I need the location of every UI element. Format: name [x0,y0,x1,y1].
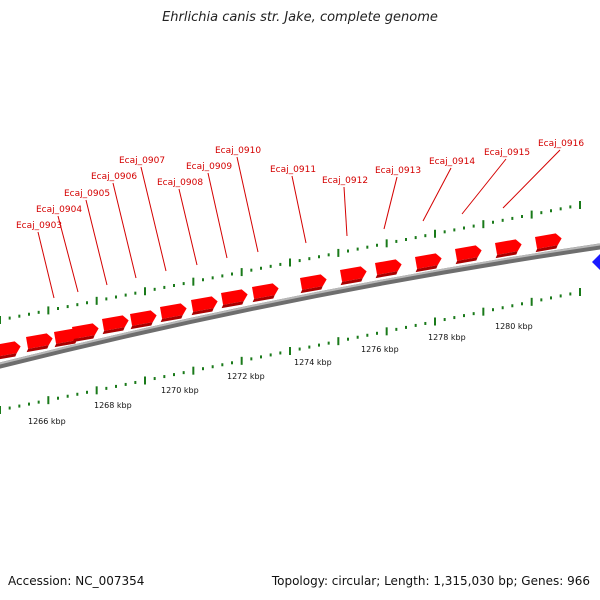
kbp-tick-label: 1278 kbp [428,333,466,342]
gene-label: Ecaj_0915 [484,148,530,158]
gene-label: Ecaj_0904 [36,205,82,215]
kbp-tick-label: 1270 kbp [161,386,199,395]
genome-backbone-highlight [0,243,600,365]
gene-leader-line [291,175,307,244]
gene-label: Ecaj_0906 [91,172,137,182]
map-title: Ehrlichia canis str. Jake, complete geno… [162,10,438,25]
genome-summary: Topology: circular; Length: 1,315,030 bp… [271,574,590,588]
gene-block [26,333,53,353]
gene-leader-line [57,215,79,293]
gene-leader-line [178,188,198,266]
strand-marker [592,254,600,270]
gene-block [340,266,367,286]
gene-label: Ecaj_0916 [538,139,584,149]
gene-block [535,233,562,253]
gene-leader-line [236,156,259,253]
gene-leader-line [85,199,108,286]
gene-block [160,303,187,323]
gene-label: Ecaj_0910 [215,146,261,156]
gene-block [0,341,21,361]
kbp-tick-label: 1272 kbp [227,372,265,381]
kbp-tick-label: 1280 kbp [495,322,533,331]
gene-leader-line [112,182,137,279]
gene-block [495,239,522,259]
gene-block [72,323,99,343]
gene-label: Ecaj_0909 [186,162,232,172]
genome-backbone [0,243,600,369]
accession-label: Accession: NC_007354 [8,574,145,588]
gene-leader-line [422,167,452,222]
gene-block [252,283,279,303]
gene-leader-line [461,158,507,215]
kbp-tick-label: 1276 kbp [361,345,399,354]
kbp-tick-label: 1268 kbp [94,401,132,410]
gene-leader-line [343,186,348,237]
gene-label: Ecaj_0911 [270,165,316,175]
kbp-tick-label: 1266 kbp [28,417,66,426]
gene-block [102,315,129,335]
gene-block [191,296,218,316]
gene-label: Ecaj_0908 [157,178,203,188]
gene-label: Ecaj_0907 [119,156,165,166]
gene-block [375,259,402,279]
gene-block [455,245,482,265]
gene-leader-line [140,166,167,272]
gene-leader-line [37,231,55,299]
gene-label: Ecaj_0914 [429,157,475,167]
gene-leader-line [502,149,561,209]
gene-leader-line [383,176,398,230]
gene-block [415,253,442,273]
gene-block [221,289,248,309]
gene-block [300,274,327,294]
gene-label: Ecaj_0913 [375,166,421,176]
gene-label: Ecaj_0903 [16,221,62,231]
gene-block [130,310,157,330]
kbp-tick-label: 1274 kbp [294,358,332,367]
gene-label: Ecaj_0912 [322,176,368,186]
gene-label: Ecaj_0905 [64,189,110,199]
gene-leader-line [207,172,228,259]
